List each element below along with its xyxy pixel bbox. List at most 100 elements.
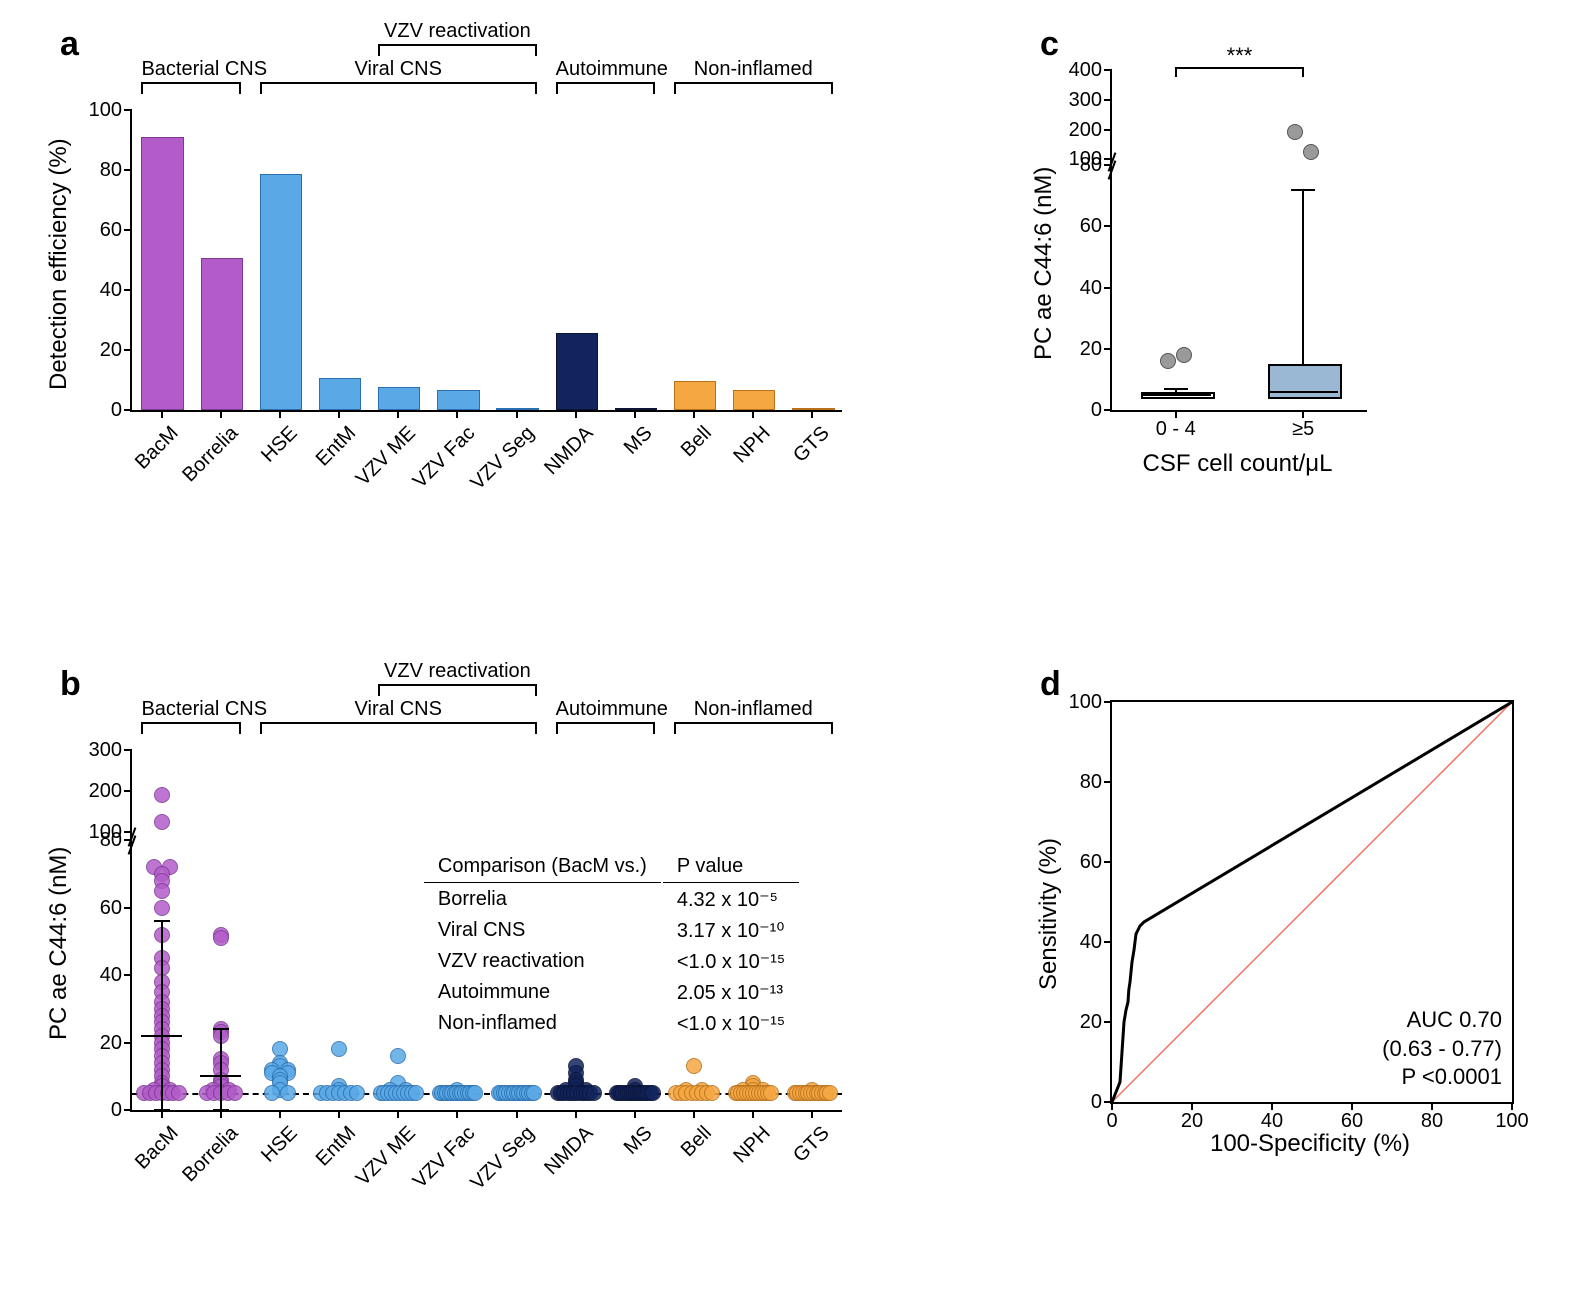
panel-d: d Sensitivity (%) 0204060801000204060801… — [1080, 670, 1540, 1230]
category-label: GTS — [789, 1122, 834, 1167]
category-label: HSE — [257, 422, 302, 467]
bar-bacm — [141, 137, 183, 411]
category-label: MS — [620, 1122, 657, 1159]
data-point — [526, 1085, 542, 1101]
ytick-label: 100 — [72, 99, 122, 122]
data-point — [467, 1085, 483, 1101]
data-point — [686, 1058, 702, 1074]
ytick-label: 20 — [72, 339, 122, 362]
panel-a: a Detection efficiency (%) 020406080100B… — [100, 30, 860, 530]
category-label: Bell — [677, 422, 717, 462]
ytick-label: 40 — [72, 964, 122, 987]
data-point — [264, 1085, 280, 1101]
outlier-point — [1160, 353, 1176, 369]
bar-entm — [319, 378, 361, 410]
ytick-label: 100 — [1057, 691, 1102, 714]
data-point — [280, 1085, 296, 1101]
category-label: MS — [620, 422, 657, 459]
category-label: VZV ME — [352, 1122, 421, 1191]
category-label: HSE — [257, 1122, 302, 1167]
category-label: VZV Seg — [466, 422, 539, 495]
plot-area-a: 020406080100BacMBorreliaHSEEntMVZV MEVZV… — [130, 110, 842, 412]
data-point — [213, 930, 229, 946]
pvalue-table: Comparison (BacM vs.)P valueBorrelia4.32… — [422, 851, 801, 1040]
data-point — [763, 1085, 779, 1101]
category-label: 0 - 4 — [1112, 418, 1240, 441]
group-bracket-label: Autoimmune — [556, 698, 655, 721]
group-bracket-label: Viral CNS — [260, 58, 537, 81]
ytick-label: 60 — [72, 219, 122, 242]
category-label: VZV Fac — [408, 1122, 479, 1193]
group-bracket — [556, 82, 655, 94]
data-point — [390, 1048, 406, 1064]
category-label: EntM — [312, 1122, 361, 1171]
ytick-label: 20 — [1057, 1011, 1102, 1034]
group-bracket-label: Non-inflamed — [674, 698, 833, 721]
category-label: EntM — [312, 422, 361, 471]
data-point — [408, 1085, 424, 1101]
bar-hse — [260, 174, 302, 410]
category-label: BacM — [131, 1122, 183, 1174]
group-bracket-label: Viral CNS — [260, 698, 537, 721]
category-label: NPH — [729, 422, 775, 468]
ytick-label: 40 — [1052, 277, 1102, 300]
ytick-label: 0 — [72, 399, 122, 422]
category-label: Bell — [677, 1122, 717, 1162]
bar-nph — [733, 390, 775, 410]
outlier-point — [1176, 347, 1192, 363]
bar-ms — [615, 408, 657, 410]
category-label: BacM — [131, 422, 183, 474]
bar-vzv-fac — [437, 390, 479, 410]
ytick-label: 200 — [72, 780, 122, 803]
data-point — [154, 787, 170, 803]
group-bracket-label: VZV reactivation — [378, 20, 537, 43]
ytick-label: 0 — [72, 1099, 122, 1122]
ytick-label: 40 — [72, 279, 122, 302]
group-bracket-label: Autoimmune — [556, 58, 655, 81]
category-label: GTS — [789, 422, 834, 467]
y-axis-title-b: PC ae C44:6 (nM) — [45, 847, 73, 1040]
ytick-label: 20 — [72, 1032, 122, 1055]
group-bracket-label: Non-inflamed — [674, 58, 833, 81]
plot-area-b: 020406080100200300BacMBorreliaHSEEntMVZV… — [130, 750, 842, 1112]
group-bracket — [378, 684, 537, 696]
ytick-label: 200 — [1052, 119, 1102, 142]
category-label: NMDA — [540, 422, 598, 480]
panel-label-a: a — [60, 25, 79, 64]
group-bracket-label: Bacterial CNS — [141, 698, 240, 721]
group-bracket — [674, 722, 833, 734]
ytick-label: 100 — [1052, 148, 1102, 171]
data-point — [154, 814, 170, 830]
x-axis-title-c: CSF cell count/μL — [1110, 450, 1365, 478]
ytick-label: 300 — [72, 739, 122, 762]
bar-vzv-me — [378, 387, 420, 410]
y-axis-title-c: PC ae C44:6 (nM) — [1030, 167, 1058, 360]
category-label: VZV Seg — [466, 1122, 539, 1195]
data-point — [154, 883, 170, 899]
ytick-label: 40 — [1057, 931, 1102, 954]
ytick-label: 80 — [72, 159, 122, 182]
bar-bell — [674, 381, 716, 410]
group-bracket-label: Bacterial CNS — [141, 58, 240, 81]
figure: a Detection efficiency (%) 020406080100B… — [0, 0, 1595, 1306]
ytick-label: 60 — [1052, 215, 1102, 238]
ytick-label: 60 — [72, 897, 122, 920]
group-bracket — [260, 82, 537, 94]
data-point — [349, 1085, 365, 1101]
category-label: NPH — [729, 1122, 775, 1168]
outlier-point — [1287, 124, 1303, 140]
significance-stars: *** — [1176, 43, 1304, 69]
plot-area-d: 020406080100020406080100AUC 0.70(0.63 - … — [1110, 700, 1514, 1104]
ytick-label: 0 — [1052, 399, 1102, 422]
ytick-label: 0 — [1057, 1091, 1102, 1114]
group-bracket — [141, 722, 240, 734]
bar-borrelia — [201, 258, 243, 410]
bar-gts — [792, 408, 834, 410]
group-bracket — [141, 82, 240, 94]
panel-label-b: b — [60, 665, 81, 704]
category-label: Borrelia — [178, 1122, 243, 1187]
data-point — [331, 1041, 347, 1057]
group-bracket — [674, 82, 833, 94]
data-point — [645, 1085, 661, 1101]
data-point — [227, 1085, 243, 1101]
